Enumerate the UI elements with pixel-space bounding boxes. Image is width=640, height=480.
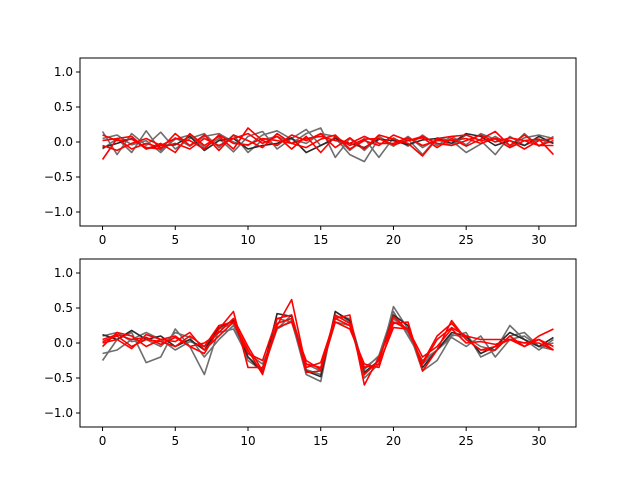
y-tick-label: −1.0 (44, 205, 73, 219)
series-group (101, 298, 554, 386)
y-tick-label: −0.5 (44, 371, 73, 385)
x-tick-label: 25 (459, 233, 474, 247)
x-tick-label: 10 (240, 434, 255, 448)
series-group (101, 127, 555, 163)
subplot-1: 0 5 10 15 20 25 30 −1.0 −0.5 0.0 0.5 1.0 (44, 57, 577, 247)
series-line-8 (102, 317, 554, 372)
y-tick-label: 0.5 (54, 100, 73, 114)
x-tick-label: 5 (171, 233, 179, 247)
y-tick-label: −0.5 (44, 170, 73, 184)
series-line-8 (102, 132, 554, 154)
x-tick-label: 25 (459, 434, 474, 448)
x-tick-label: 30 (531, 233, 546, 247)
y-tick-label: 1.0 (54, 266, 73, 280)
x-tick-label: 10 (240, 233, 255, 247)
x-tick-label: 20 (386, 434, 401, 448)
series-line-7 (102, 134, 554, 152)
series-line-6 (102, 130, 554, 152)
x-tick-label: 30 (531, 434, 546, 448)
series-line-6 (101, 314, 554, 376)
y-tick-label: 0.0 (54, 135, 73, 149)
subplot-2: 0 5 10 15 20 25 30 −1.0 −0.5 0.0 0.5 1.0 (44, 258, 577, 448)
x-tick-label: 15 (313, 233, 328, 247)
x-tick-label: 5 (171, 434, 179, 448)
x-tick-label: 0 (99, 233, 107, 247)
y-tick-label: 0.5 (54, 301, 73, 315)
x-tick-label: 20 (386, 233, 401, 247)
x-tick-label: 15 (313, 434, 328, 448)
x-tick-label: 0 (99, 434, 107, 448)
y-tick-label: −1.0 (44, 406, 73, 420)
y-tick-label: 1.0 (54, 65, 73, 79)
y-tick-label: 0.0 (54, 336, 73, 350)
